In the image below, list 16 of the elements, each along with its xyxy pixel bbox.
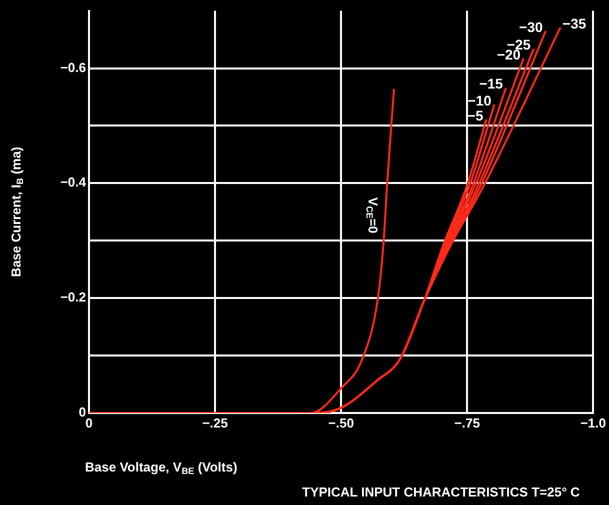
series-label: −35 <box>562 15 586 32</box>
x-tick-label: −1.0 <box>580 415 606 430</box>
y-tick-label: 0 <box>78 404 86 420</box>
series-label: −15 <box>479 76 504 92</box>
x-tick-label: −.25 <box>202 415 228 430</box>
series-label: −10 <box>468 92 492 108</box>
x-tick-label: −.75 <box>454 415 480 430</box>
y-axis-title: Base Current, IB (ma) <box>8 146 25 277</box>
y-tick-label: −0.4 <box>60 174 87 190</box>
series-label: −5 <box>467 107 484 124</box>
text: VCE=0 <box>364 197 381 234</box>
series-label: −30 <box>519 18 543 35</box>
x-tick-label: −.50 <box>328 415 354 430</box>
y-tick-label: −0.2 <box>60 290 86 305</box>
y-tick-label: −0.6 <box>60 60 86 75</box>
text: TYPICAL INPUT CHARACTERISTICS T=25° C <box>302 484 580 500</box>
